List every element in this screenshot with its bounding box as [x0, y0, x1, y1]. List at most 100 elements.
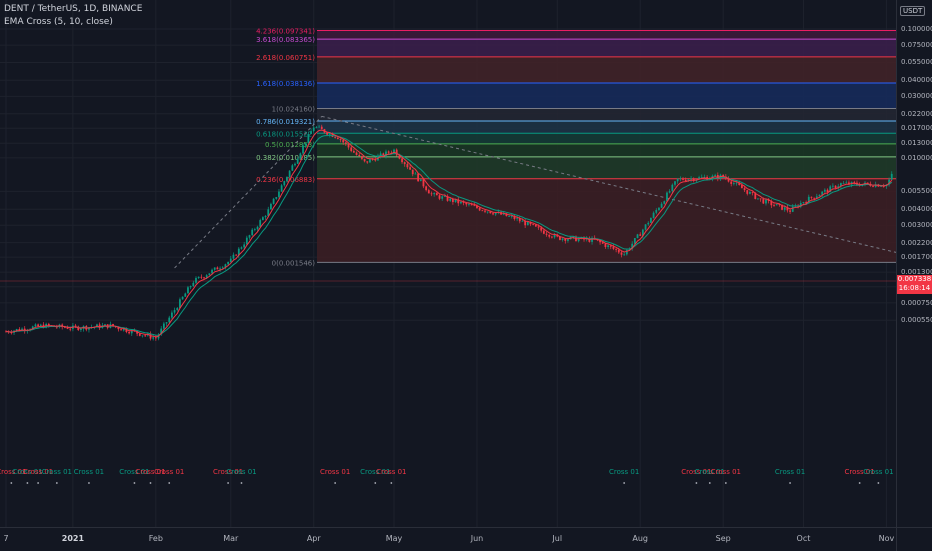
candle-body — [609, 245, 612, 247]
candle-body — [826, 189, 829, 193]
candle-body — [315, 127, 318, 128]
candle-body — [690, 178, 692, 180]
candle-body — [179, 299, 181, 309]
fib-level-label: 1(0.024160) — [272, 106, 316, 114]
candle-body — [237, 248, 240, 256]
candle-body — [829, 186, 832, 193]
candle-body — [446, 196, 449, 201]
candle-body — [866, 182, 869, 184]
candle-body — [823, 189, 826, 192]
candle-body — [540, 227, 543, 231]
candle-body — [80, 328, 82, 331]
candle-body — [526, 222, 529, 226]
cross-marker — [858, 482, 861, 484]
time-axis-label: 7 — [3, 534, 9, 543]
cross-label: Cross 01 — [711, 468, 741, 476]
candle-body — [620, 252, 623, 255]
cross-label: Cross 01 — [863, 468, 893, 476]
time-axis-label: Jul — [552, 534, 563, 543]
cross-marker — [623, 482, 626, 484]
cross-marker — [10, 482, 13, 484]
candle-body — [470, 204, 473, 206]
candle-body — [671, 184, 674, 192]
candle-body — [339, 139, 342, 141]
candle-body — [831, 185, 834, 187]
candle-body — [395, 149, 398, 156]
candle-body — [644, 224, 647, 230]
candle-body — [326, 132, 329, 135]
cross-marker — [37, 482, 40, 484]
cross-marker — [374, 482, 377, 484]
axis-corner — [896, 527, 932, 551]
cross-marker — [168, 482, 171, 484]
candle-body — [296, 158, 299, 164]
price-axis-label: 0.003000 — [901, 221, 932, 230]
candle-body — [96, 324, 98, 327]
candle-body — [259, 220, 262, 227]
candle-body — [160, 328, 163, 335]
time-axis-label: Nov — [878, 534, 895, 543]
candle-body — [152, 337, 155, 339]
candle-body — [853, 181, 856, 183]
candle-body — [601, 242, 604, 244]
time-axis[interactable]: 7 2021 Feb Mar Apr May Jun Jul Aug Sep Oct Nov — [0, 527, 896, 551]
price-axis-label: 0.002200 — [901, 238, 932, 247]
candle-body — [484, 210, 486, 212]
candle-body — [69, 328, 72, 330]
candle-body — [700, 177, 703, 178]
candle-body — [810, 196, 813, 198]
candle-body — [754, 192, 757, 199]
price-axis-label: 0.013000 — [901, 139, 932, 148]
candle-body — [425, 186, 428, 191]
candle-body — [184, 293, 187, 297]
candle-body — [789, 210, 791, 212]
candle-body — [229, 258, 232, 263]
chart-svg[interactable]: 4.236(0.097341)3.618(0.083365) 2.618(0.06… — [0, 0, 896, 527]
candle-body — [738, 182, 741, 185]
candle-body — [74, 325, 77, 327]
currency-button[interactable]: USDT — [900, 6, 926, 16]
candle-body — [120, 329, 122, 331]
candle-body — [548, 234, 551, 237]
candle-body — [213, 267, 216, 270]
candle-body — [379, 153, 382, 156]
candle-body — [382, 153, 385, 157]
cross-label: Cross 01 — [226, 468, 256, 476]
candle-body — [34, 324, 37, 327]
candle-body — [607, 245, 609, 248]
candle-body — [342, 140, 345, 143]
candle-body — [834, 185, 837, 189]
fib-level-label: 0.786(0.019321) — [256, 118, 315, 126]
price-axis[interactable]: 0.100000 0.075000 0.055000 0.040000 0.030000… — [896, 0, 932, 527]
candle-body — [799, 202, 802, 207]
last-price-value: 0.007338 — [897, 275, 932, 283]
price-axis-label: 0.100000 — [901, 25, 932, 33]
candle-body — [818, 194, 821, 197]
candle-body — [612, 246, 615, 249]
candle-body — [730, 181, 733, 184]
candle-body — [307, 134, 310, 144]
candle-body — [508, 216, 510, 217]
candle-body — [31, 326, 34, 330]
chart-canvas[interactable]: 4.236(0.097341) 3.618(0.083365) 2.618(0.06… — [0, 0, 896, 527]
cross-label: Cross 01 — [695, 468, 725, 476]
bar-countdown: 16:08:14 — [898, 284, 931, 292]
candle-body — [521, 220, 524, 222]
candle-body — [749, 192, 751, 194]
candle-body — [403, 162, 406, 165]
candle-body — [510, 216, 513, 217]
candle-body — [821, 191, 824, 195]
fib-band — [317, 121, 896, 134]
candle-body — [666, 192, 668, 202]
cross-marker — [149, 482, 152, 484]
cross-marker — [334, 482, 337, 484]
trend-line — [174, 116, 323, 269]
time-axis-label: Feb — [148, 534, 163, 543]
fib-level-label: 0.5(0.012853) — [265, 141, 315, 149]
indicator-legend[interactable]: EMA Cross (5, 10, close) — [4, 17, 113, 27]
cross-marker — [26, 482, 29, 484]
candle-body — [264, 216, 267, 218]
candle-body — [344, 142, 347, 144]
candle-body — [221, 267, 224, 269]
symbol-legend[interactable]: DENT / TetherUS, 1D, BINANCE — [4, 4, 143, 14]
